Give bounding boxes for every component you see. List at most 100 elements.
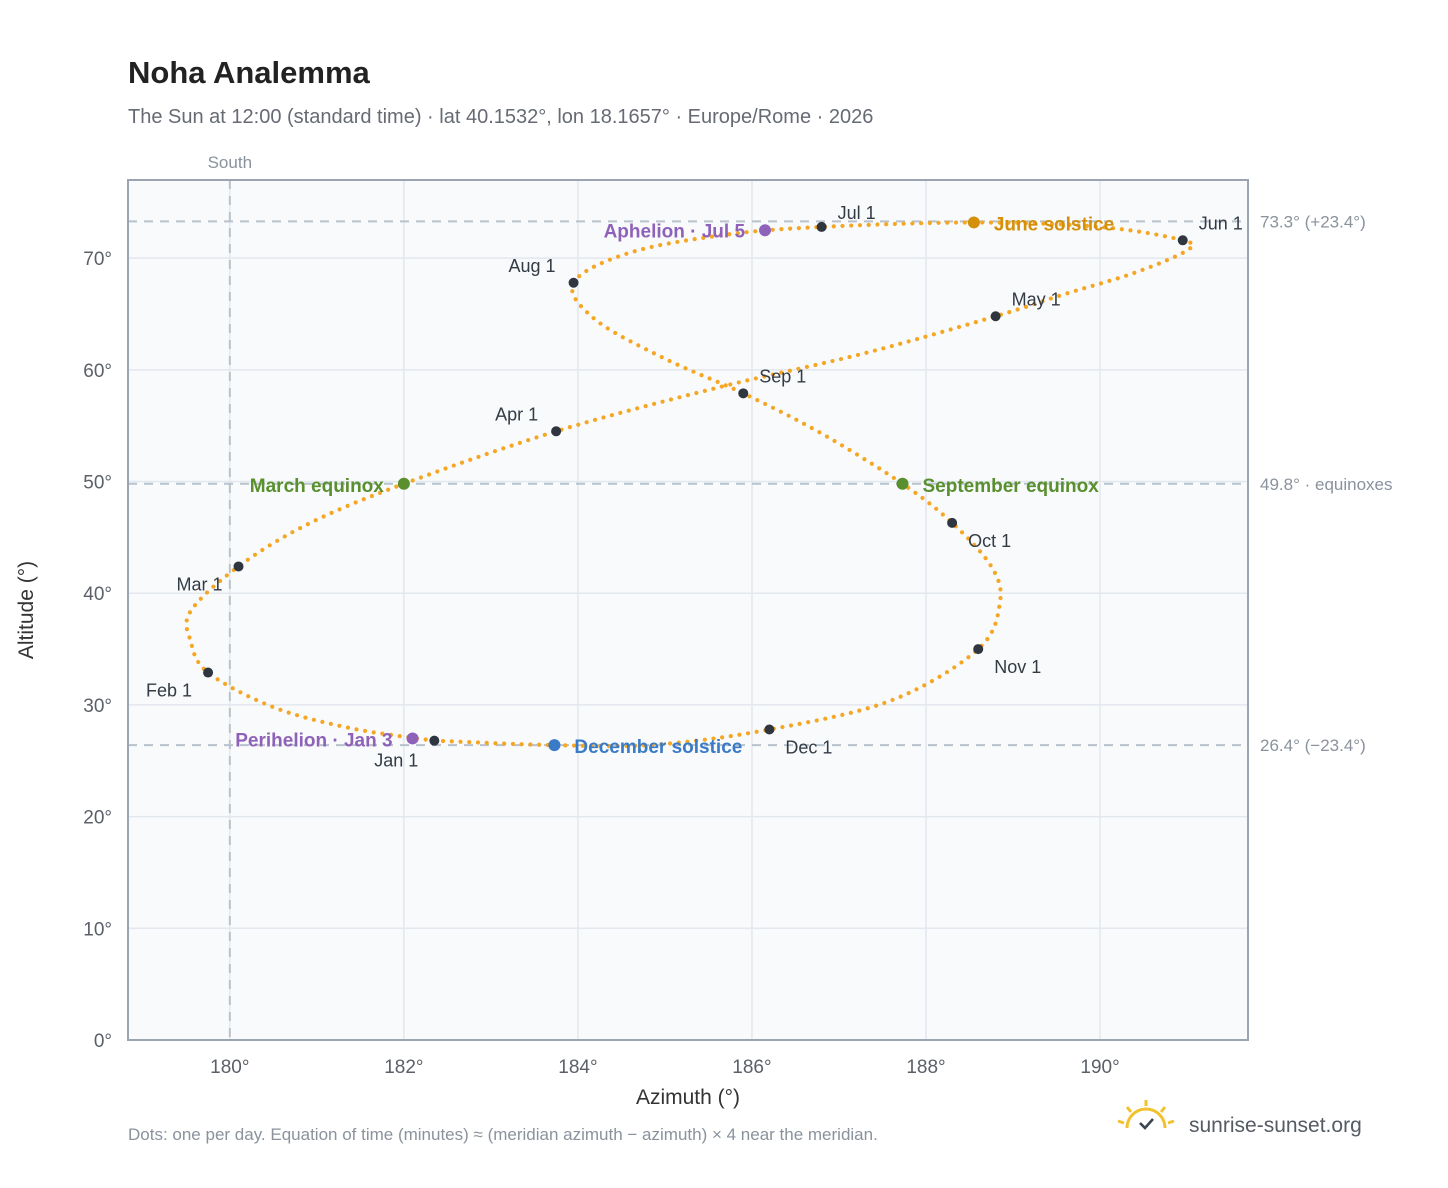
daily-dot — [1140, 267, 1145, 272]
daily-dot — [658, 243, 663, 248]
daily-dot — [931, 332, 936, 337]
daily-dot — [982, 317, 987, 322]
x-tick-label: 182° — [384, 1057, 423, 1078]
daily-dot — [685, 393, 691, 398]
daily-dot — [501, 446, 506, 451]
daily-dot — [215, 677, 220, 682]
daily-dot — [972, 542, 977, 547]
daily-dot — [592, 417, 598, 422]
daily-dot — [305, 522, 310, 527]
daily-dot — [754, 729, 759, 734]
daily-dot — [1023, 220, 1029, 226]
daily-dot — [786, 413, 791, 418]
daily-dot — [578, 304, 584, 309]
daily-dot — [848, 710, 853, 715]
daily-dot — [591, 264, 597, 269]
daily-dot — [502, 741, 507, 746]
daily-dot — [467, 740, 472, 745]
daily-dot — [361, 497, 366, 502]
daily-dot — [599, 260, 604, 266]
month-marker — [203, 667, 214, 678]
daily-dot — [641, 246, 646, 252]
daily-dot — [337, 507, 342, 512]
event-marker — [406, 732, 419, 745]
daily-dot — [1006, 220, 1011, 225]
daily-dot — [1057, 293, 1062, 298]
daily-dot — [1015, 307, 1020, 312]
daily-dot — [855, 352, 861, 358]
month-marker — [429, 735, 440, 746]
daily-dot — [952, 665, 957, 670]
daily-dot — [873, 703, 879, 708]
daily-dot — [591, 316, 596, 321]
daily-dot — [262, 701, 267, 706]
daily-dot — [1137, 229, 1142, 234]
month-label: Feb 1 — [146, 681, 192, 701]
daily-dot — [667, 741, 673, 746]
daily-dot — [983, 556, 988, 561]
daily-dot — [914, 687, 919, 692]
daily-dot — [328, 721, 333, 726]
daily-dot — [651, 401, 657, 406]
daily-dot — [929, 679, 935, 684]
daily-dot — [940, 512, 945, 517]
daily-dot — [753, 229, 758, 234]
daily-dot — [864, 350, 869, 355]
daily-dot — [607, 257, 613, 262]
x-tick-label: 188° — [906, 1057, 945, 1078]
daily-dot — [937, 674, 942, 679]
daily-dot — [988, 220, 994, 225]
daily-dot — [1180, 250, 1185, 255]
daily-dot — [601, 415, 606, 420]
daily-dot — [371, 730, 376, 735]
daily-dot — [311, 717, 316, 722]
daily-dot — [668, 397, 674, 402]
daily-dot — [224, 573, 229, 578]
daily-dot — [659, 355, 664, 360]
daily-dot — [388, 732, 394, 738]
daily-dot — [1172, 254, 1178, 259]
daily-dot — [780, 724, 785, 730]
daily-dot — [997, 220, 1002, 225]
month-label: Jul 1 — [838, 203, 876, 223]
daily-dot — [715, 379, 720, 384]
month-label: Aug 1 — [509, 256, 556, 276]
daily-dot — [598, 321, 603, 326]
daily-dot — [940, 329, 945, 334]
daily-dot — [628, 339, 633, 344]
daily-dot — [1128, 228, 1133, 233]
daily-dot — [884, 222, 889, 227]
daily-dot — [577, 274, 582, 279]
daily-dot — [468, 457, 473, 462]
daily-dot — [872, 348, 878, 353]
event-marker — [397, 477, 410, 490]
daily-dot — [862, 456, 867, 462]
daily-dot — [944, 670, 950, 675]
daily-dot — [1076, 223, 1081, 228]
daily-dot — [711, 736, 716, 741]
daily-dot — [230, 686, 235, 691]
daily-dot — [1188, 246, 1193, 251]
daily-dot — [571, 743, 577, 748]
daily-dot — [945, 220, 950, 225]
daily-dot — [345, 725, 351, 730]
meridian-label: South — [208, 153, 252, 172]
daily-dot — [238, 690, 243, 695]
daily-dot — [345, 503, 350, 508]
daily-dot — [643, 404, 648, 409]
daily-dot — [1067, 222, 1072, 227]
daily-dot — [1123, 273, 1129, 278]
daily-dot — [890, 697, 895, 703]
daily-dot — [386, 487, 391, 492]
month-label: May 1 — [1012, 289, 1061, 309]
chart-title: Noha Analemma — [128, 55, 371, 90]
daily-dot — [246, 694, 251, 699]
daily-dot — [914, 336, 920, 342]
daily-dot — [857, 223, 863, 228]
daily-dot — [847, 447, 852, 453]
daily-dot — [980, 220, 985, 225]
y-tick-label: 10° — [83, 919, 112, 940]
daily-dot — [184, 627, 190, 632]
daily-dot — [267, 543, 272, 548]
daily-dot — [298, 526, 303, 531]
